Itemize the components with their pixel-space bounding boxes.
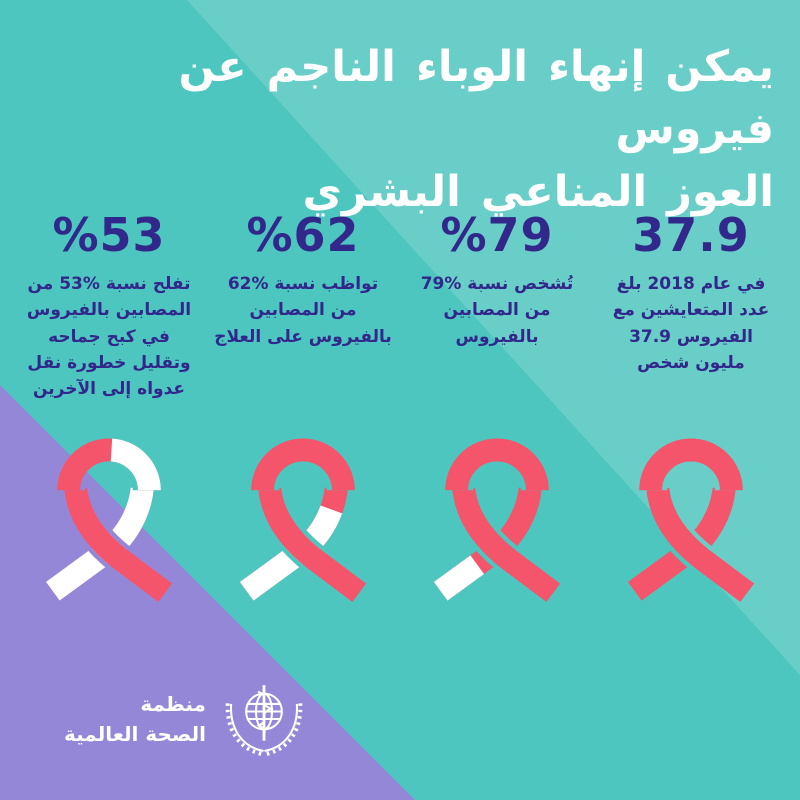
stat-column-virally-suppressed: %53 تفلح نسبة %53 من المصابين بالفيروس ف… xyxy=(12,212,206,403)
ribbon-cap xyxy=(263,450,344,490)
ribbon-cap xyxy=(651,450,732,490)
stat-caption: تفلح نسبة %53 من المصابين بالفيروس في كب… xyxy=(26,274,192,400)
awareness-ribbon-icon xyxy=(34,408,184,613)
stat-caption: تواظب نسبة %62 من المصابين بالفيروس على … xyxy=(214,274,392,347)
who-emblem-icon xyxy=(225,685,303,756)
ribbon-cell xyxy=(206,408,400,613)
ribbon-cell xyxy=(12,408,206,613)
stat-value: %79 xyxy=(440,208,554,262)
who-logo: منظمة الصحة العالمية xyxy=(64,672,311,766)
stat-column-on-treatment: %62 تواظب نسبة %62 من المصابين بالفيروس … xyxy=(206,212,400,403)
stat-caption: تُشخص نسبة %79 من المصابين بالفيروس xyxy=(420,274,574,347)
background-purple-triangle xyxy=(0,385,415,800)
stat-value: 37.9 xyxy=(632,208,750,262)
stat-value: %62 xyxy=(246,208,360,262)
stats-row: 37.9 في عام 2018 بلغ عدد المتعايشين مع ا… xyxy=(12,212,788,403)
ribbon-cell xyxy=(594,408,788,613)
ribbon-cell xyxy=(400,408,594,613)
page-title-line1: يمكن إنهاء الوباء الناجم عن فيروس xyxy=(178,42,774,155)
who-org-name-line1: منظمة xyxy=(140,692,206,716)
stat-caption: في عام 2018 بلغ عدد المتعايشين مع الفيرو… xyxy=(612,274,770,374)
page-title-line2: العوز المناعي البشري xyxy=(302,166,774,217)
stat-column-people-living-with-hiv: 37.9 في عام 2018 بلغ عدد المتعايشين مع ا… xyxy=(594,212,788,403)
who-org-name: منظمة الصحة العالمية xyxy=(64,689,206,749)
awareness-ribbon-icon xyxy=(422,408,572,613)
ribbons-row xyxy=(12,408,788,613)
stat-column-diagnosed: %79 تُشخص نسبة %79 من المصابين بالفيروس xyxy=(400,212,594,403)
awareness-ribbon-icon xyxy=(616,408,766,613)
awareness-ribbon-icon xyxy=(228,408,378,613)
ribbon-cap xyxy=(457,450,538,490)
page-title: يمكن إنهاء الوباء الناجم عن فيروس العوز … xyxy=(26,36,774,223)
who-org-name-line2: الصحة العالمية xyxy=(64,722,206,746)
stat-value: %53 xyxy=(52,208,166,262)
background-teal-light-triangle xyxy=(187,0,800,675)
